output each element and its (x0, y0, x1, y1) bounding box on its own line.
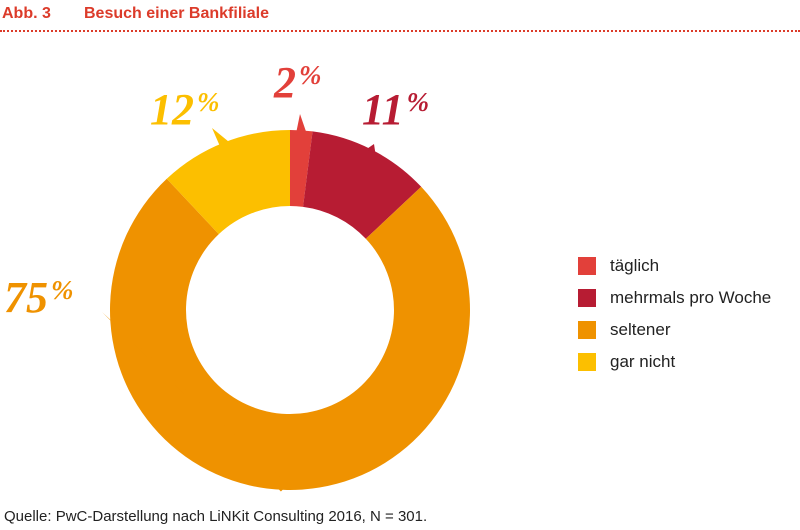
donut-slice-mehrmals-pro-woche (303, 131, 422, 239)
legend-swatch (578, 257, 596, 275)
source-note: Quelle: PwC-Darstellung nach LiNKit Cons… (4, 508, 428, 525)
legend-label: gar nicht (610, 352, 676, 371)
label-pointer-taeglich (296, 114, 307, 133)
label-pointer-seltener (102, 312, 288, 492)
header-divider (0, 30, 800, 32)
legend-label: mehrmals pro Woche (610, 288, 772, 307)
legend-item-taeglich: täglich (578, 250, 771, 282)
legend-label: täglich (610, 256, 660, 275)
legend-swatch (578, 289, 596, 307)
chart-legend: täglich mehrmals pro Woche seltener gar nic… (578, 250, 771, 378)
label-pointer-mehrmals-pro-woche (366, 144, 376, 154)
donut-slice-seltener (110, 178, 470, 490)
legend-label: seltener (610, 320, 671, 339)
data-label-seltener: 75% (4, 273, 74, 322)
figure-title: Besuch einer Bankfiliale (84, 5, 269, 22)
legend-item-gar-nicht: gar nicht (578, 346, 771, 378)
donut-slice-gar-nicht (166, 130, 290, 235)
legend-item-seltener: seltener (578, 314, 771, 346)
data-label-taeglich: 2% (273, 58, 322, 107)
data-label-gar-nicht: 12% (150, 85, 220, 134)
legend-swatch (578, 353, 596, 371)
label-pointer-gar-nicht (212, 128, 229, 148)
legend-swatch (578, 321, 596, 339)
legend-item-mehrmals-pro-woche: mehrmals pro Woche (578, 282, 771, 314)
figure-header: Abb. 3 Besuch einer Bankfiliale (0, 4, 800, 28)
data-label-mehrmals-pro-woche: 11% (362, 85, 429, 134)
donut-chart: 2 % 11 % 75 % 12% (4, 58, 470, 492)
donut-slice-taeglich (290, 130, 313, 207)
figure-number: Abb. 3 (2, 5, 51, 22)
